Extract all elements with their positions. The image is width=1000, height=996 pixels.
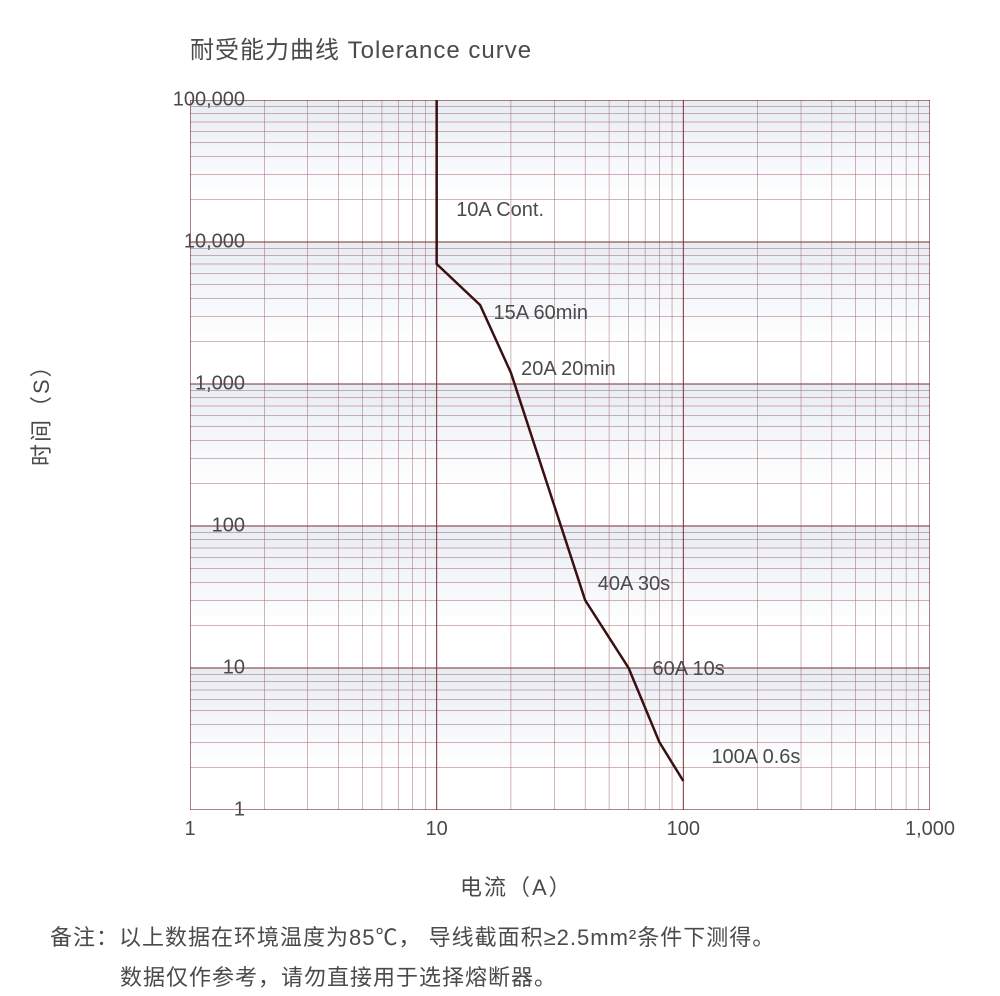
chart-title: 耐受能力曲线 Tolerance curve	[190, 30, 532, 65]
footnote-line-1: 备注：以上数据在环境温度为85℃， 导线截面积≥2.5mm²条件下测得。	[50, 920, 775, 952]
y-tick-label: 100	[145, 515, 245, 538]
chart-annotation: 40A 30s	[598, 573, 670, 596]
y-tick-label: 1,000	[145, 373, 245, 396]
x-tick-label: 100	[667, 818, 700, 841]
y-tick-label: 100,000	[145, 89, 245, 112]
chart-container: 耐受能力曲线 Tolerance curve 时间（S） 电流（A） 1 10 10…	[0, 0, 1000, 996]
chart-annotation: 100A 0.6s	[711, 746, 800, 769]
y-tick-label: 10,000	[145, 231, 245, 254]
y-axis-label: 时间（S）	[24, 353, 56, 466]
footnote-line-2: 数据仅作参考，请勿直接用于选择熔断器。	[120, 960, 557, 992]
chart-annotation: 10A Cont.	[456, 199, 544, 222]
x-axis-label: 电流（A）	[460, 870, 573, 902]
x-tick-label: 1,000	[905, 818, 955, 841]
plot-svg	[190, 100, 930, 810]
chart-annotation: 60A 10s	[653, 658, 725, 681]
plot-area	[190, 100, 930, 810]
y-tick-label: 10	[145, 657, 245, 680]
x-tick-label: 10	[426, 818, 448, 841]
x-tick-label: 1	[184, 818, 195, 841]
chart-annotation: 20A 20min	[521, 358, 616, 381]
chart-annotation: 15A 60min	[494, 302, 589, 325]
